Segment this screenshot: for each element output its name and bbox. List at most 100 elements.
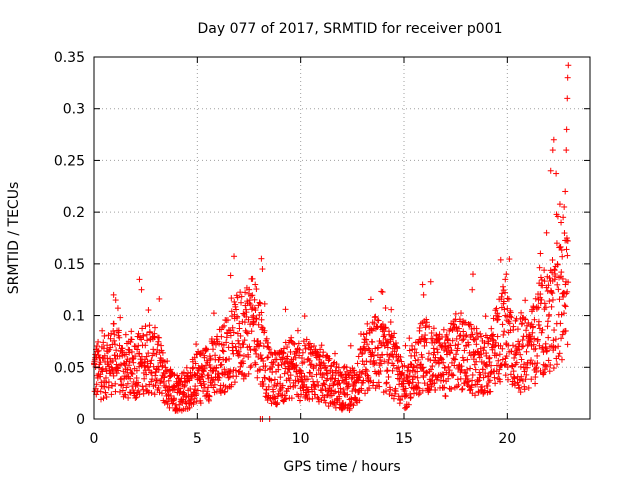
data-point [110,372,117,379]
data-point [100,339,107,346]
data-point [518,373,525,380]
data-point [204,388,211,395]
data-point [560,214,567,221]
data-point [247,292,254,299]
data-point [369,349,376,356]
data-point [366,346,373,353]
data-point [434,346,441,353]
data-point [315,382,322,389]
data-point [431,380,438,387]
data-point [201,354,208,361]
data-point [166,404,173,411]
data-point [280,350,287,357]
data-point [415,379,422,386]
data-point [423,319,430,326]
data-point [502,276,509,283]
data-point [310,342,317,349]
data-point [542,362,549,369]
data-point [231,253,238,260]
data-point [281,370,288,377]
data-point [331,350,338,357]
data-point [211,381,218,388]
data-point [499,356,506,363]
data-point [428,329,435,336]
data-point [234,294,241,301]
data-point [109,368,116,375]
data-point [255,321,262,328]
data-point [499,321,506,328]
data-point [538,329,545,336]
data-point [268,364,275,371]
data-point [379,288,386,295]
data-point [344,385,351,392]
data-point [197,400,204,407]
data-point [392,340,399,347]
data-point [136,276,143,283]
data-point [295,340,302,347]
data-point [363,336,370,343]
data-point [413,349,420,356]
data-point [394,357,401,364]
data-point [179,400,186,407]
data-point [419,387,426,394]
data-point [383,368,390,375]
data-point [491,374,498,381]
data-point [210,346,217,353]
data-point [293,368,300,375]
data-point [299,355,306,362]
data-point [284,344,291,351]
y-tick-label: 0.1 [63,309,85,325]
data-point [142,323,149,330]
data-point [405,364,412,371]
data-point [224,316,231,323]
data-point [203,346,210,353]
data-point [251,296,258,303]
data-point [415,391,422,398]
data-point [147,329,154,336]
data-point [285,365,292,372]
data-point [235,337,242,344]
data-point [142,342,149,349]
data-point [304,376,311,383]
data-point [193,391,200,398]
data-point [559,331,566,338]
data-point [122,331,129,338]
data-point [171,396,178,403]
data-point [240,341,247,348]
data-point [145,350,152,357]
data-point [324,375,331,382]
data-point [489,336,496,343]
data-point [358,387,365,394]
data-point [425,350,432,357]
data-point [129,370,136,377]
data-point [500,283,507,290]
y-tick-label: 0.25 [54,153,85,169]
data-point [471,361,478,368]
data-point [240,360,247,367]
data-point [274,399,281,406]
data-point [455,341,462,348]
data-point [289,340,296,347]
data-point [499,290,506,297]
data-point [489,346,496,353]
data-point [241,337,248,344]
data-point [240,352,247,359]
data-point [237,332,244,339]
data-point [233,306,240,313]
data-point [112,380,119,387]
data-point [484,383,491,390]
data-point [517,351,524,358]
data-point [117,361,124,368]
data-point [534,336,541,343]
data-point [390,395,397,402]
data-point [518,343,525,350]
data-point [547,167,554,174]
data-point [499,345,506,352]
data-point [191,354,198,361]
data-point [495,370,502,377]
data-point [109,382,116,389]
data-point [493,312,500,319]
data-point [105,378,112,385]
data-point [143,331,150,338]
plot-frame [93,56,591,420]
